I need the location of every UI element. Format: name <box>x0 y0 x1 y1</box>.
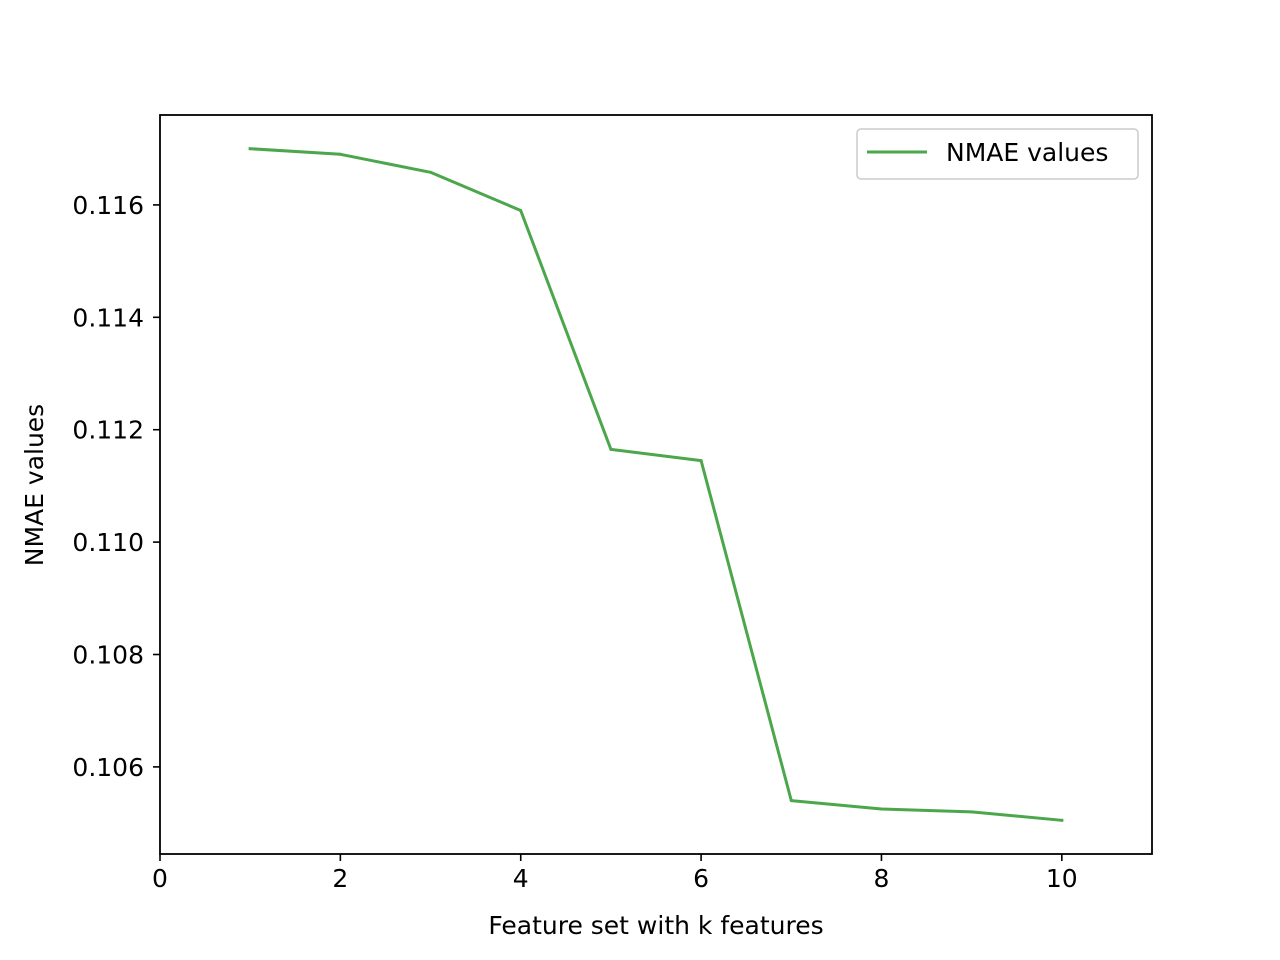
x-tick-label: 10 <box>1046 864 1078 893</box>
legend-label: NMAE values <box>946 138 1108 167</box>
x-tick-label: 0 <box>152 864 168 893</box>
series-layer <box>248 147 1064 822</box>
y-axis-title: NMAE values <box>20 404 49 566</box>
y-tick-label: 0.114 <box>72 303 144 332</box>
data-point <box>338 152 342 156</box>
y-tick-label: 0.112 <box>72 416 144 445</box>
y-tick-label: 0.110 <box>72 528 144 557</box>
data-point <box>429 170 432 174</box>
y-tick-label: 0.116 <box>72 191 144 220</box>
legend-box <box>856 128 1139 180</box>
x-tick-label: 2 <box>332 864 348 893</box>
y-axis-ticks: 0.106 0.108 0.110 0.112 0.114 0.116 <box>72 191 160 782</box>
x-tick-label: 6 <box>693 864 709 893</box>
plot-frame <box>159 114 1153 855</box>
x-axis-title: Feature set with k features <box>488 911 823 940</box>
x-tick-label: 8 <box>874 864 890 893</box>
x-axis-ticks: 0 2 4 6 8 10 <box>152 854 1078 893</box>
data-point <box>609 447 613 451</box>
data-point <box>1060 818 1064 822</box>
x-tick-label: 4 <box>513 864 529 893</box>
data-point <box>880 807 883 811</box>
y-tick-label: 0.108 <box>72 640 144 669</box>
data-point <box>699 459 703 463</box>
legend: NMAE values <box>856 128 1139 180</box>
data-point <box>970 810 974 814</box>
data-point <box>789 799 793 803</box>
data-point <box>519 209 523 212</box>
data-point <box>248 147 252 151</box>
series-line <box>248 147 1064 822</box>
y-tick-label: 0.106 <box>72 753 144 782</box>
